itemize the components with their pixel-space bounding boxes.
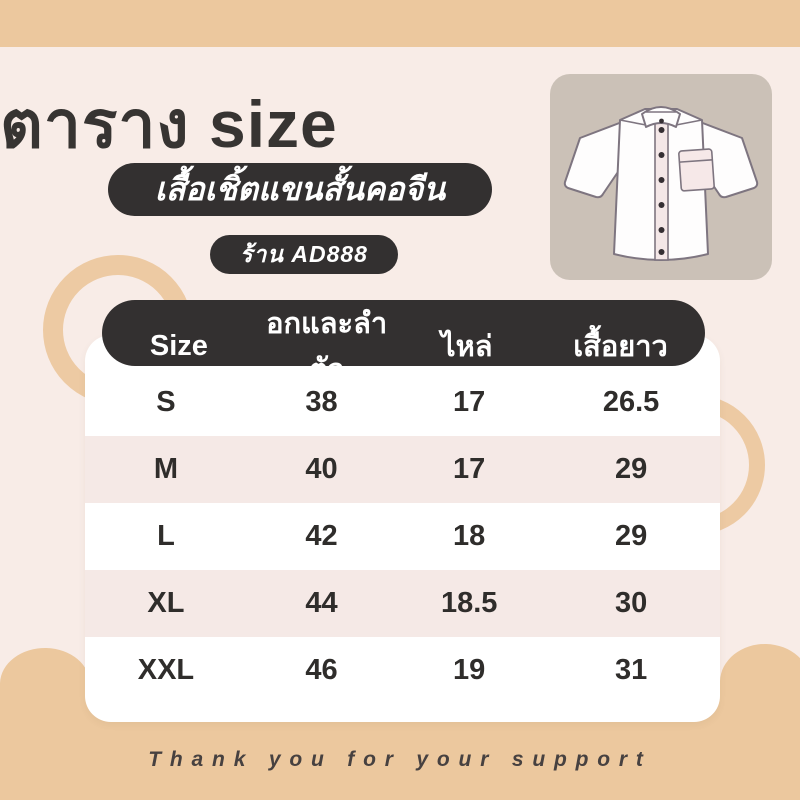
top-band-decoration — [0, 0, 800, 47]
cell-chest: 40 — [305, 453, 338, 485]
cell-shoulder: 19 — [453, 654, 486, 686]
cell-chest: 38 — [305, 386, 338, 418]
cell-size: M — [153, 453, 179, 485]
product-name-pill: เสื้อเชิ้ตแขนสั้นคอจีน — [108, 163, 492, 216]
cell-length: 30 — [614, 587, 648, 619]
table-row: S 38 17 26.5 — [85, 369, 720, 436]
cell-length: 29 — [614, 520, 648, 552]
product-name-label: เสื้อเชิ้ตแขนสั้นคอจีน — [154, 171, 446, 207]
page-title: ตาราง size — [0, 87, 338, 161]
shirt-illustration-card — [550, 74, 772, 280]
shop-name-label: ร้าน AD888 — [240, 240, 368, 267]
cell-shoulder: 17 — [453, 386, 486, 418]
table-row: L 42 18 29 — [85, 503, 720, 570]
size-table-header: Size อกและลำตัว ไหล่ เสื้อยาว — [102, 300, 705, 386]
shirt-icon — [563, 106, 759, 261]
column-header-size: Size — [149, 329, 208, 362]
cell-shoulder: 17 — [453, 453, 486, 485]
footer-thankyou-text: Thank you for your support — [148, 748, 652, 771]
cell-chest: 42 — [305, 520, 338, 552]
cell-length: 26.5 — [602, 386, 660, 418]
cell-chest: 46 — [305, 654, 338, 686]
cell-length: 31 — [614, 654, 648, 686]
column-header-length: เสื้อยาว — [573, 331, 668, 363]
cell-length: 29 — [614, 453, 648, 485]
size-table-body: S 38 17 26.5 M 40 17 29 L 42 18 29 XL 44… — [85, 369, 720, 704]
size-table: S 38 17 26.5 M 40 17 29 L 42 18 29 XL 44… — [85, 335, 720, 722]
column-header-chest: อกและลำตัว — [266, 308, 388, 386]
cell-size: XXL — [137, 654, 195, 686]
shop-name-pill: ร้าน AD888 — [210, 235, 398, 274]
table-row: XXL 46 19 31 — [85, 637, 720, 704]
cell-shoulder: 18.5 — [440, 587, 498, 619]
cell-shoulder: 18 — [453, 520, 486, 552]
cell-size: L — [157, 520, 175, 552]
cell-size: S — [156, 386, 176, 418]
column-header-shoulder: ไหล่ — [441, 331, 493, 363]
table-row: XL 44 18.5 30 — [85, 570, 720, 637]
table-row: M 40 17 29 — [85, 436, 720, 503]
cell-size: XL — [147, 587, 185, 619]
cell-chest: 44 — [305, 587, 338, 619]
